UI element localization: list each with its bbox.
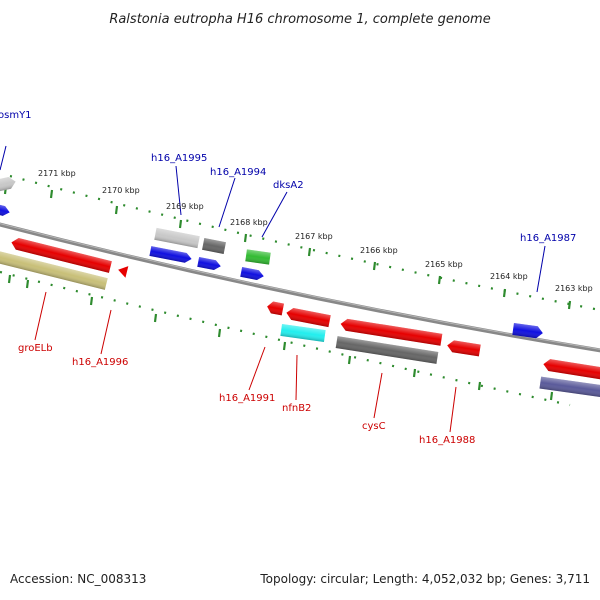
leader-lines [0,145,546,433]
groELb-leader [34,291,47,341]
accession-text: Accession: NC_008313 [10,572,147,586]
forward-major-tick [49,189,54,199]
reverse-major-tick [549,391,554,401]
tick-label-2167: 2167 kbp [295,232,333,241]
map-title: Ralstonia eutropha H16 chromosome 1, com… [109,12,490,27]
gene-label-h16_A1988[interactable]: h16_A1988 [419,435,475,446]
reverse-major-tick [282,341,287,351]
h16_A1994-gene[interactable] [202,238,226,254]
dksA2-leader [261,191,288,238]
h16_A1994-leader [218,177,236,228]
tick-label-2171: 2171 kbp [38,169,76,178]
forward-major-tick [437,275,442,285]
reverse-major-tick [7,274,12,284]
tick-label-2166: 2166 kbp [360,246,398,255]
h16_A1991-leader [248,346,266,391]
forward-major-tick [114,205,119,215]
nfnB2-leader [295,354,298,401]
gene-label-h16_A1987[interactable]: h16_A1987 [520,233,576,244]
h16_A1987-gene[interactable] [512,322,543,339]
gene-label-dksA2[interactable]: dksA2 [273,180,304,191]
osmY1-leader [0,145,7,171]
h16_A1987-leader [536,245,546,293]
h16_A1996-gene[interactable] [10,237,112,273]
osmY1-gene[interactable] [0,176,17,196]
h16_A1995-leader [175,165,182,216]
reverse-major-tick [347,355,352,365]
scale-tick-labels: 2171 kbp 2170 kbp 2169 kbp 2168 kbp 2167… [38,169,593,293]
h16_A1988-gene[interactable] [446,339,481,357]
forward-major-tick [307,247,312,257]
forward-gene-blue[interactable] [149,246,192,264]
dksA2-gene[interactable] [245,249,271,265]
forward-major-tick [502,288,507,298]
gene-label-h16_A1991[interactable]: h16_A1991 [219,393,275,404]
gene-label-cysC[interactable]: cysC [362,421,386,432]
tick-label-2168: 2168 kbp [230,218,268,227]
reverse-gene-small-red[interactable] [117,264,129,278]
forward-gene-left-edge[interactable] [0,200,11,217]
gene-labels: osmY1 h16_A1995 h16_A1994 dksA2 h16_A198… [0,110,576,446]
genome-backbone [0,222,600,353]
forward-gene-blue-2[interactable] [240,266,264,281]
topology-text: Topology: circular; Length: 4,052,032 bp… [260,572,590,586]
gene-label-h16_A1995[interactable]: h16_A1995 [151,153,207,164]
gene-label-osmY1[interactable]: osmY1 [0,110,32,121]
gene-label-h16_A1994[interactable]: h16_A1994 [210,167,266,178]
forward-major-tick [567,300,572,310]
groELb-gene[interactable] [0,249,108,290]
tick-label-2169: 2169 kbp [166,202,204,211]
reverse-major-tick [25,279,30,289]
h16_A1991-gene[interactable] [266,301,284,316]
forward-scale-track [9,174,600,312]
reverse-gene-navy[interactable] [539,376,600,399]
cysC-gene[interactable] [335,336,439,364]
scale-ticks [3,185,572,401]
tick-label-2170: 2170 kbp [102,186,140,195]
tick-label-2164: 2164 kbp [490,272,528,281]
forward-major-tick [243,233,248,243]
reverse-gene-red[interactable] [285,307,331,328]
h16_A1988-leader [449,386,457,433]
forward-major-tick [372,261,377,271]
reverse-strand-genes [0,237,600,399]
h16_A1995-gene[interactable] [154,227,200,249]
tick-label-2163: 2163 kbp [555,284,593,293]
nfnB2-gene[interactable] [280,323,326,343]
gene-label-groELb[interactable]: groELb [18,343,53,354]
forward-gene-blue-small[interactable] [197,256,221,271]
reverse-gene-red-long[interactable] [340,318,443,346]
tick-label-2165: 2165 kbp [425,260,463,269]
gene-label-h16_A1996[interactable]: h16_A1996 [72,357,128,368]
forward-strand-genes [0,176,543,339]
gene-label-nfnB2[interactable]: nfnB2 [282,403,311,414]
reverse-gene-red-right[interactable] [542,358,600,381]
reverse-major-tick [217,328,222,338]
reverse-major-tick [412,368,417,378]
reverse-major-tick [153,313,158,323]
h16_A1996-leader [100,309,112,355]
reverse-major-tick [477,381,482,391]
forward-major-tick [178,219,183,229]
reverse-major-tick [89,296,94,306]
cysC-leader [373,372,383,419]
